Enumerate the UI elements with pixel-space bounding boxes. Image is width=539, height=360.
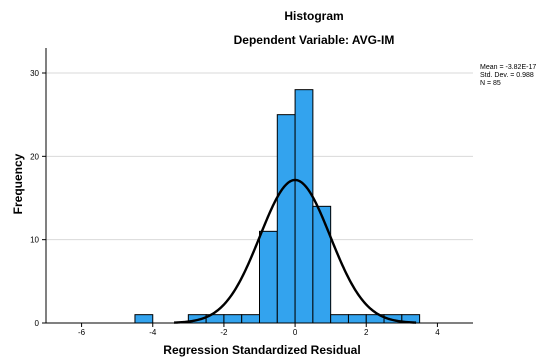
tick-labels: 0 10 20 30 -6 -4 -2 0 2 4: [30, 69, 440, 337]
histogram-bar: [276, 114, 296, 324]
histogram-bar: [241, 314, 260, 324]
stats-n: N = 85: [480, 80, 501, 87]
histogram-bar: [223, 314, 243, 324]
bars: [134, 89, 421, 324]
x-tick-label: -2: [220, 328, 228, 337]
y-tick-label: 30: [30, 69, 39, 78]
chart-subtitle: Dependent Variable: AVG-IM: [234, 33, 395, 47]
histogram-bar: [330, 314, 349, 324]
grid-lines: [46, 72, 473, 241]
x-axis-title: Regression Standardized Residual: [163, 343, 360, 357]
y-tick-label: 0: [35, 319, 40, 328]
histogram-bar: [259, 230, 278, 324]
x-tick-label: 0: [293, 328, 298, 337]
x-tick-label: 2: [364, 328, 369, 337]
normal-curve: [174, 178, 417, 324]
stats-mean: Mean = -3.82E-17: [480, 64, 536, 71]
x-tick-label: -4: [149, 328, 157, 337]
normal-curve-line: [174, 178, 417, 324]
chart-title: Histogram: [284, 9, 343, 23]
histogram-bar: [312, 205, 332, 324]
y-axis-title: Frequency: [11, 153, 25, 214]
histogram-bar: [347, 314, 367, 324]
histogram-bar: [294, 89, 314, 324]
y-tick-label: 10: [30, 236, 39, 245]
histogram-bar: [134, 314, 154, 324]
axes: [45, 48, 473, 324]
x-tick-label: -6: [78, 328, 86, 337]
x-tick-label: 4: [435, 328, 440, 337]
stats-sd: Std. Dev. = 0.988: [480, 72, 534, 79]
y-tick-label: 20: [30, 152, 39, 161]
